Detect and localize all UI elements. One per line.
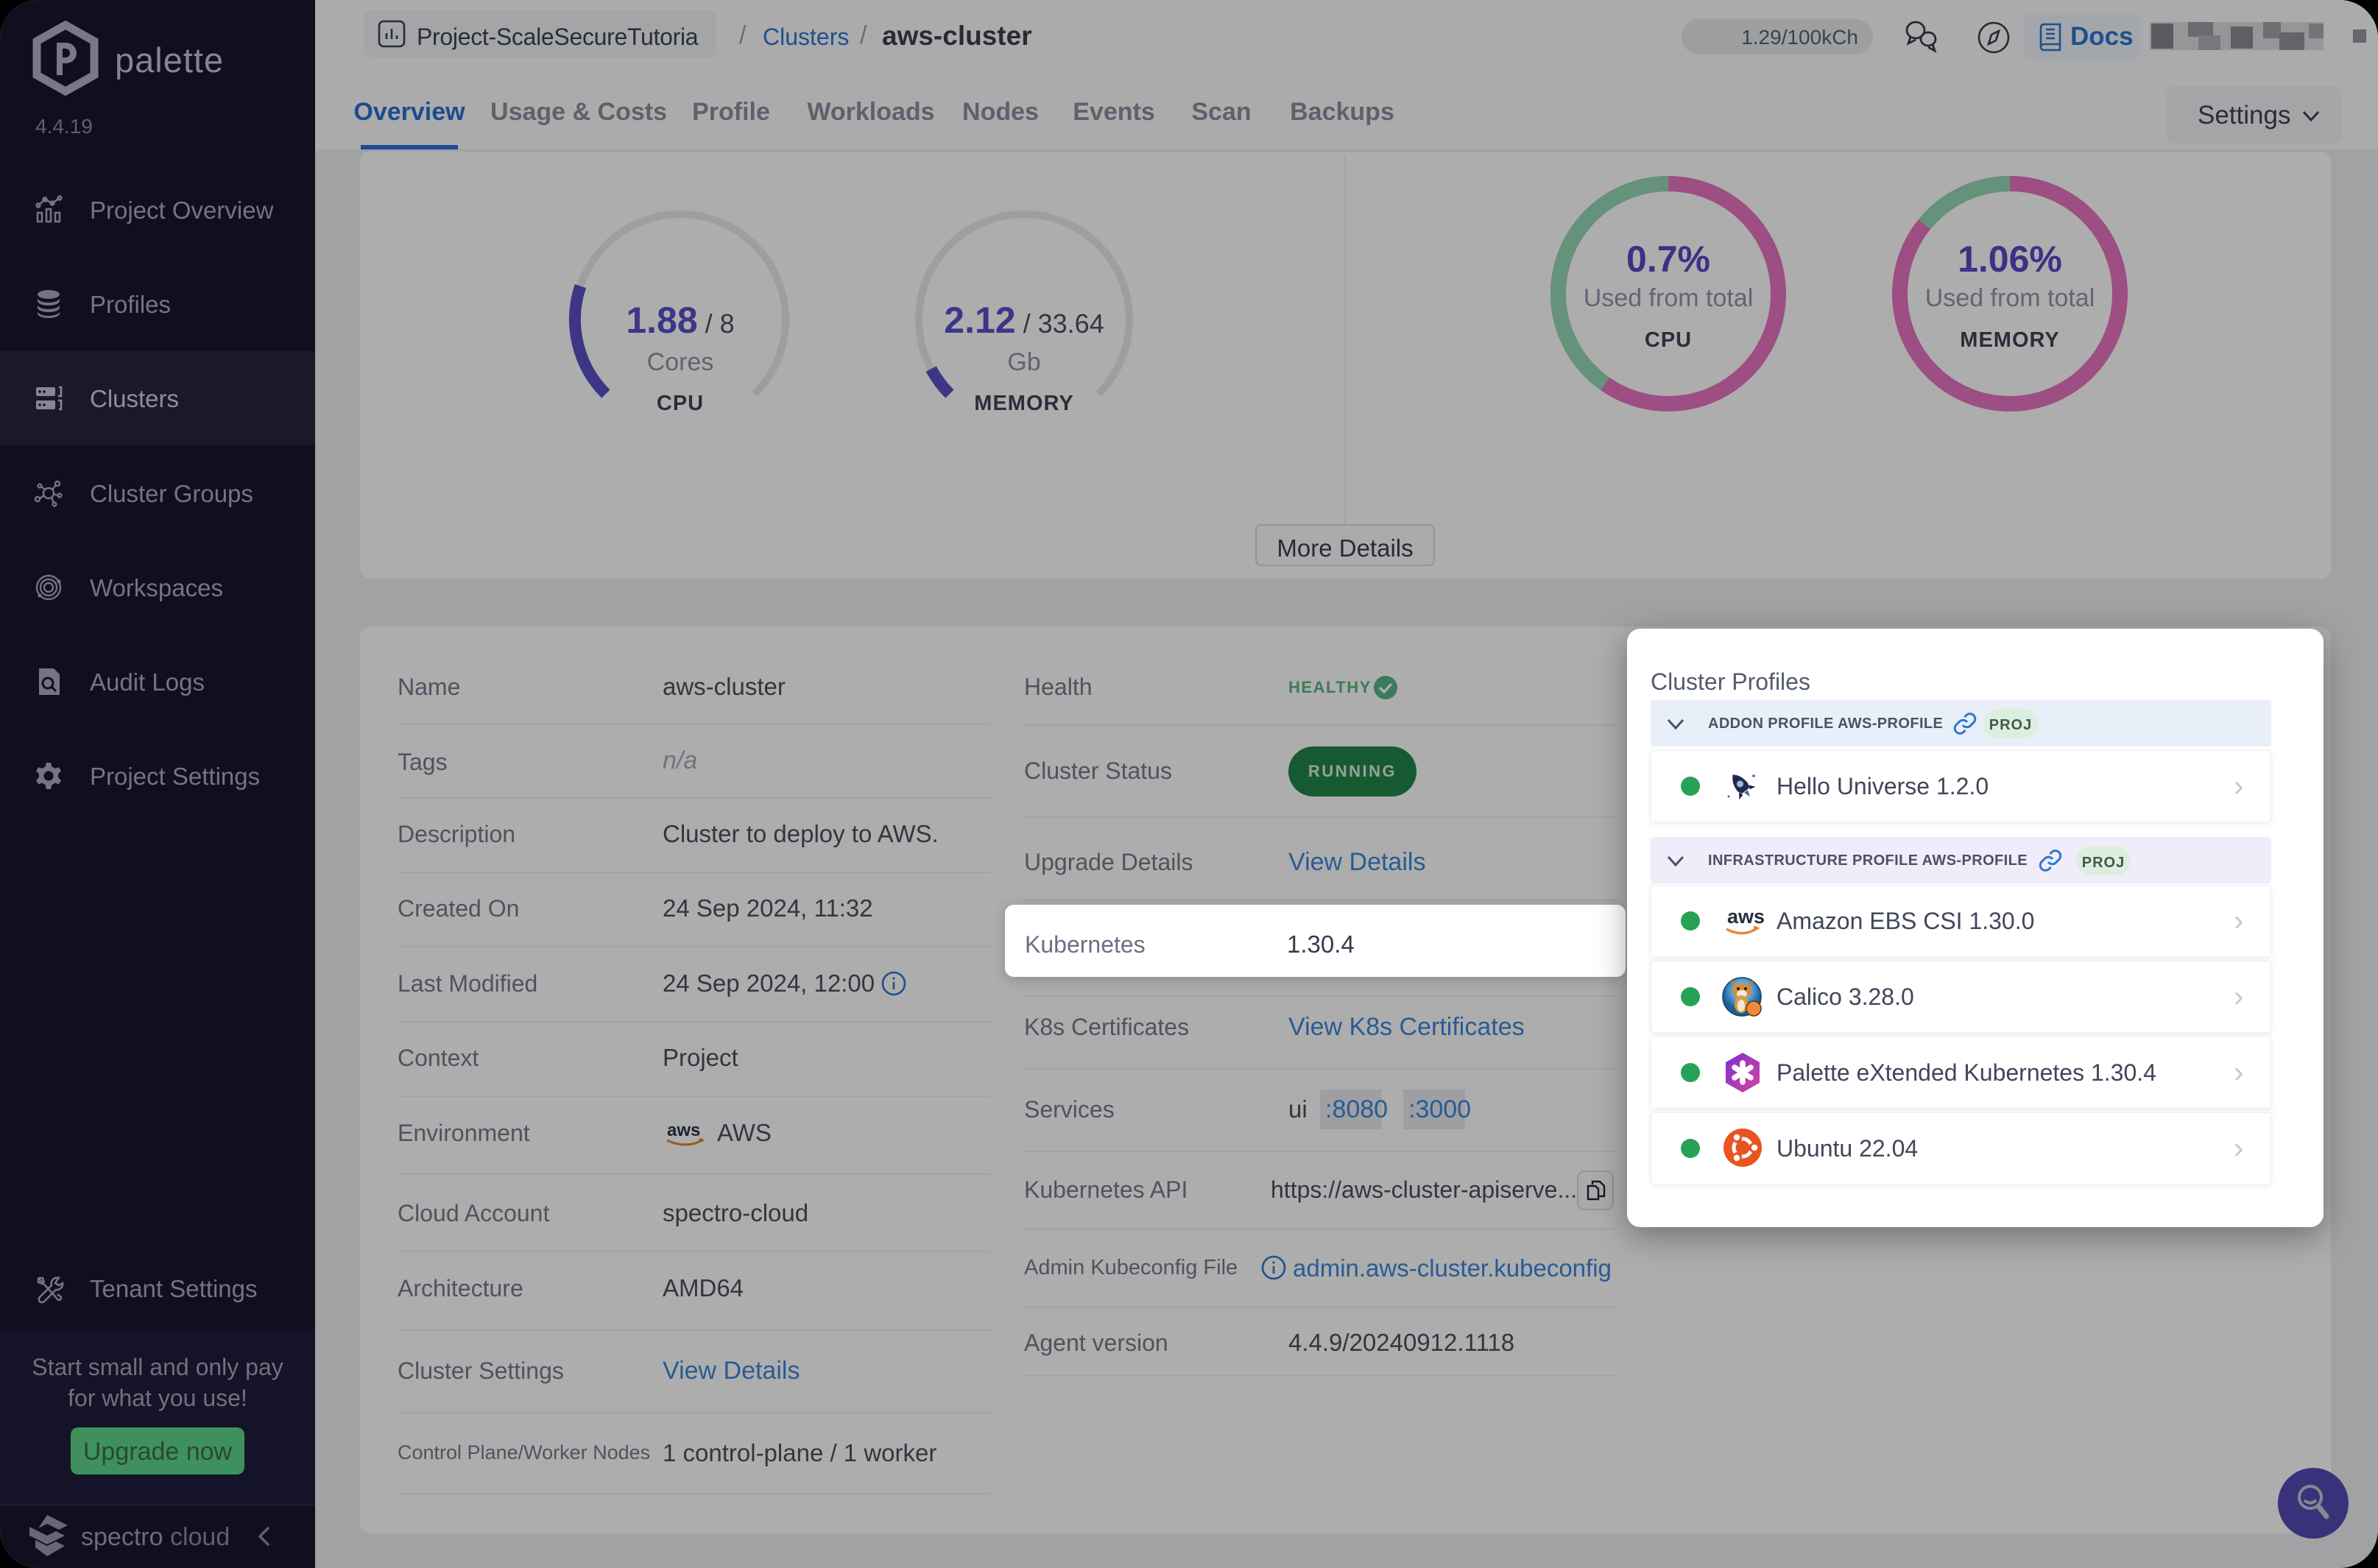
svg-text:aws: aws bbox=[1727, 905, 1764, 928]
svg-text:aws: aws bbox=[667, 1120, 700, 1140]
